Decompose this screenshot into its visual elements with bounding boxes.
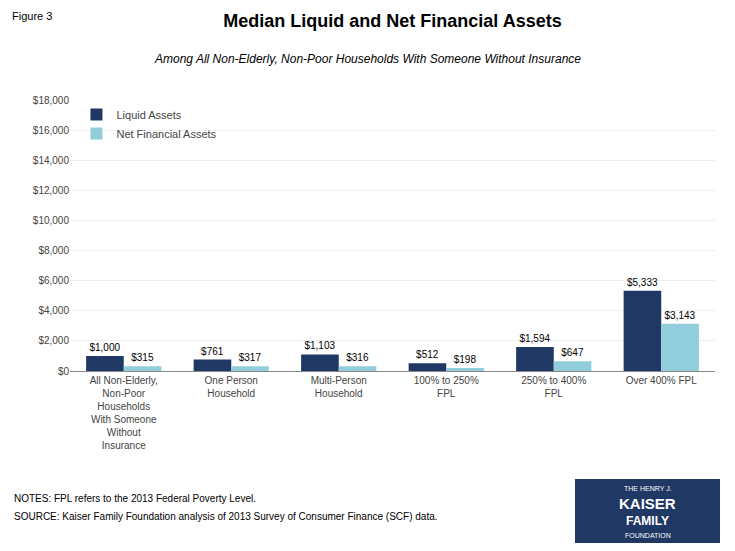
svg-text:$6,000: $6,000 bbox=[38, 275, 69, 286]
svg-text:All Non-Elderly,Non-PoorHouseh: All Non-Elderly,Non-PoorHouseholdsWith S… bbox=[90, 375, 158, 451]
svg-text:$1,000: $1,000 bbox=[89, 342, 120, 353]
svg-text:$12,000: $12,000 bbox=[33, 185, 70, 196]
svg-text:$315: $315 bbox=[131, 352, 154, 363]
svg-text:$198: $198 bbox=[454, 354, 477, 365]
svg-text:250% to 400%FPL: 250% to 400%FPL bbox=[521, 375, 586, 399]
svg-text:$3,143: $3,143 bbox=[665, 310, 696, 321]
svg-text:THE HENRY J.: THE HENRY J. bbox=[624, 485, 672, 492]
svg-text:One PersonHousehold: One PersonHousehold bbox=[205, 375, 258, 399]
svg-text:Liquid Assets: Liquid Assets bbox=[116, 109, 181, 121]
svg-text:Among All Non-Elderly, Non-Poo: Among All Non-Elderly, Non-Poor Househol… bbox=[154, 52, 581, 66]
svg-text:FAMILY: FAMILY bbox=[626, 514, 669, 528]
svg-text:Net Financial Assets: Net Financial Assets bbox=[116, 128, 216, 140]
svg-text:NOTES: FPL refers to the 2013: NOTES: FPL refers to the 2013 Federal Po… bbox=[14, 493, 256, 504]
svg-text:$16,000: $16,000 bbox=[33, 125, 70, 136]
svg-text:$2,000: $2,000 bbox=[38, 335, 69, 346]
svg-text:$317: $317 bbox=[239, 352, 262, 363]
svg-text:$761: $761 bbox=[201, 346, 224, 357]
svg-text:SOURCE: Kaiser Family Foundati: SOURCE: Kaiser Family Foundation analysi… bbox=[14, 511, 438, 522]
svg-text:100% to 250%FPL: 100% to 250%FPL bbox=[414, 375, 479, 399]
svg-text:Multi-PersonHousehold: Multi-PersonHousehold bbox=[311, 375, 367, 399]
svg-text:Over 400% FPL: Over 400% FPL bbox=[626, 375, 698, 386]
svg-text:$14,000: $14,000 bbox=[33, 155, 70, 166]
svg-text:$647: $647 bbox=[561, 347, 584, 358]
svg-text:$316: $316 bbox=[346, 352, 369, 363]
svg-text:$1,103: $1,103 bbox=[304, 340, 335, 351]
svg-text:$0: $0 bbox=[58, 366, 70, 377]
svg-text:Median Liquid and Net Financia: Median Liquid and Net Financial Assets bbox=[223, 11, 561, 31]
svg-text:$1,594: $1,594 bbox=[519, 333, 550, 344]
svg-text:$4,000: $4,000 bbox=[38, 305, 69, 316]
svg-text:FOUNDATION: FOUNDATION bbox=[625, 532, 671, 539]
svg-text:$18,000: $18,000 bbox=[33, 95, 70, 106]
svg-text:$10,000: $10,000 bbox=[33, 215, 70, 226]
svg-text:$512: $512 bbox=[416, 349, 439, 360]
svg-text:Figure 3: Figure 3 bbox=[12, 10, 52, 22]
svg-text:KAISER: KAISER bbox=[619, 495, 676, 512]
svg-text:$5,333: $5,333 bbox=[627, 277, 658, 288]
svg-text:$8,000: $8,000 bbox=[38, 245, 69, 256]
